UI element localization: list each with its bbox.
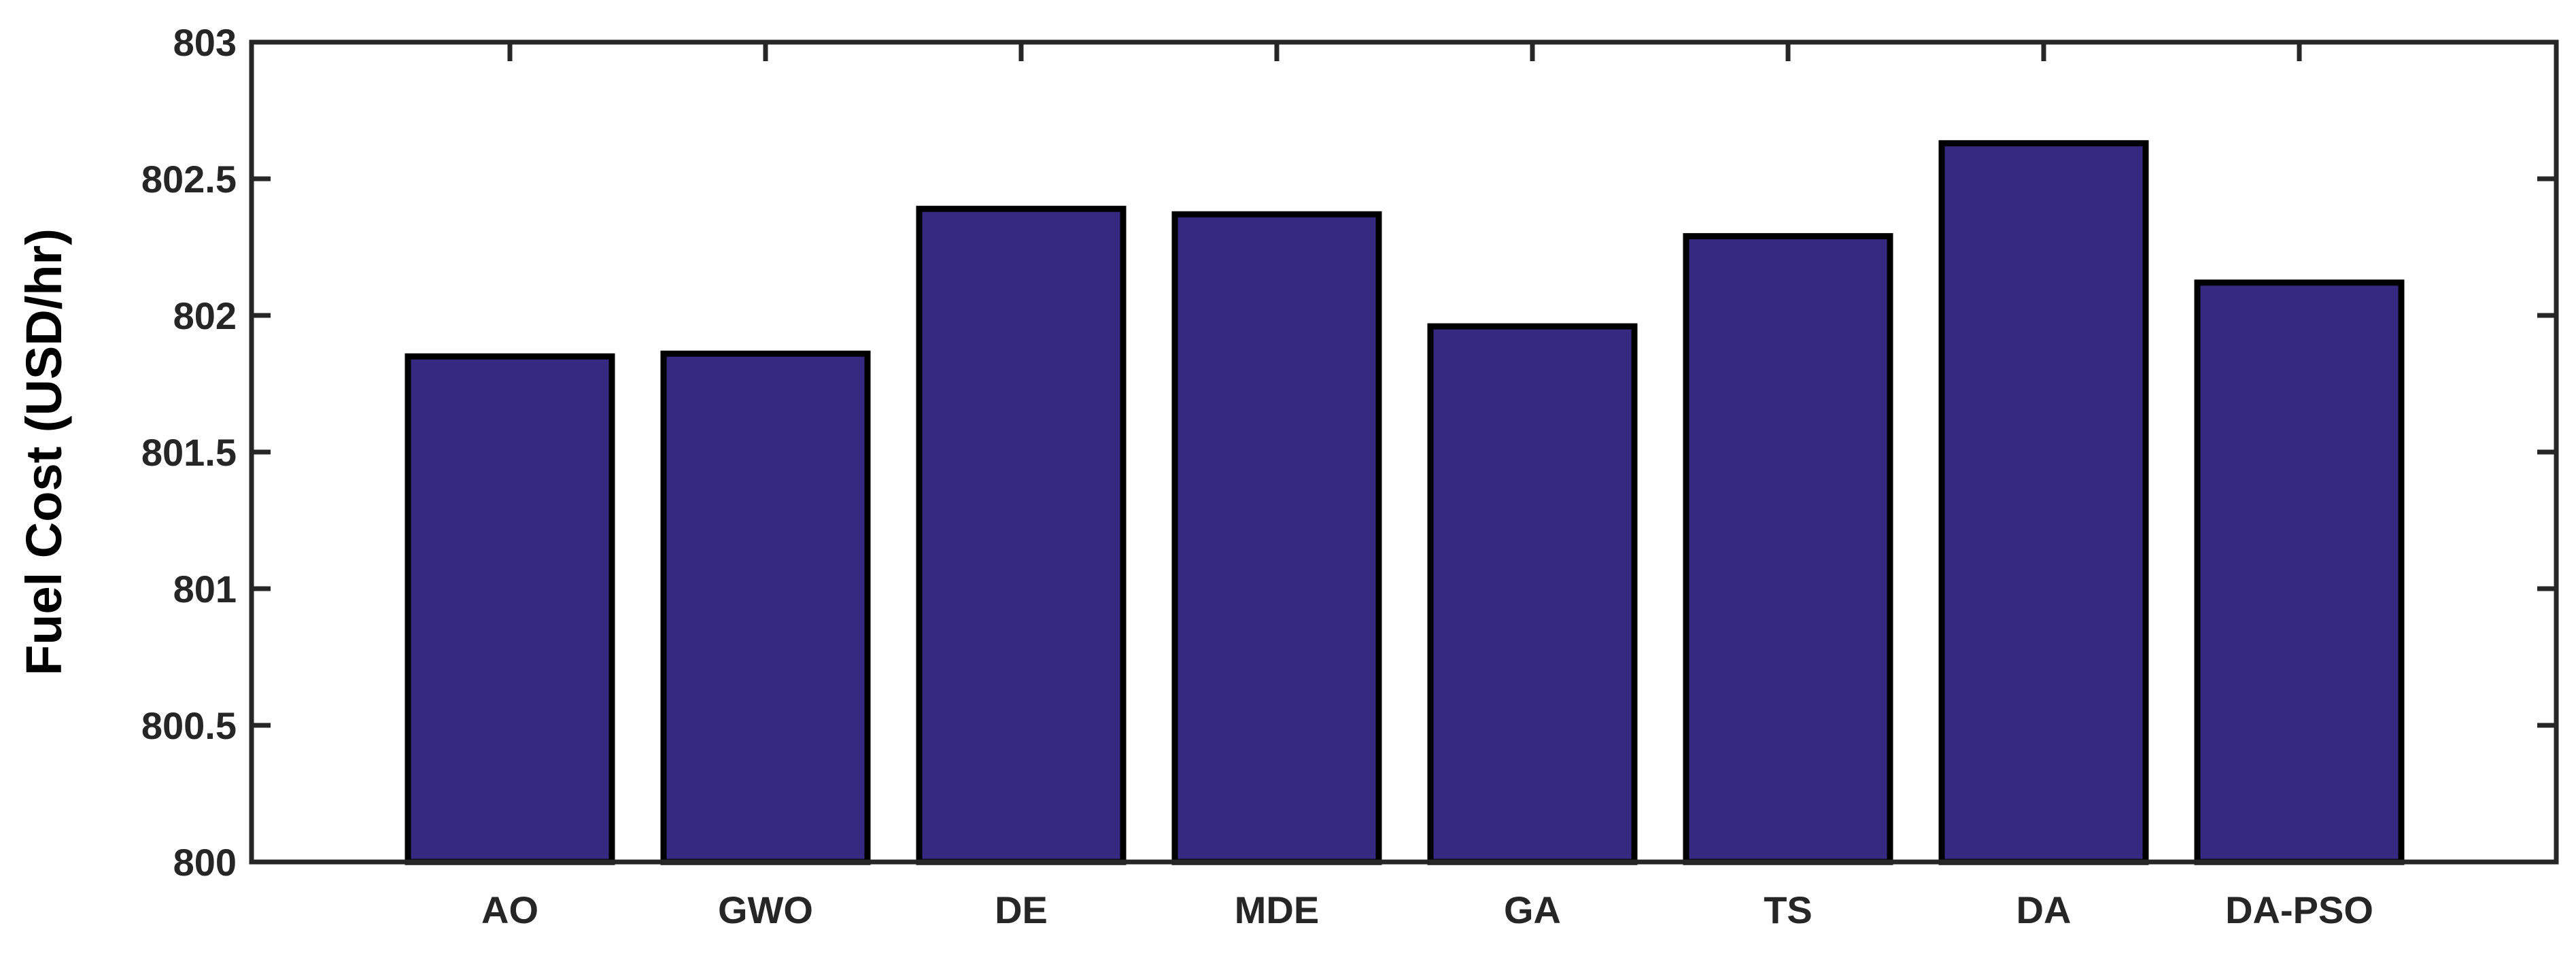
y-tick-label: 802 — [173, 294, 237, 337]
bar-ts — [1683, 232, 1893, 865]
bar-ao — [405, 353, 615, 865]
y-tick-label: 800 — [173, 841, 237, 884]
y-tick-label: 802.5 — [141, 158, 237, 201]
y-tick-label: 800.5 — [141, 704, 237, 747]
tick-label-group: AO GWO DE MDE GA TS DA DA-PSO 800 800.5 801 801.5 80… — [141, 21, 2373, 931]
bar-da — [1938, 140, 2149, 865]
x-tick-label: DA — [2016, 888, 2072, 931]
y-tick-label: 801.5 — [141, 431, 237, 474]
bar-ga — [1427, 323, 1638, 865]
x-tick-label: MDE — [1235, 888, 1319, 931]
y-tick-label: 803 — [173, 21, 237, 64]
x-tick-label: TS — [1764, 888, 1813, 931]
bar-de — [916, 205, 1127, 865]
bar-mde — [1171, 211, 1382, 865]
bar-gwo — [660, 350, 871, 865]
bar-da-pso — [2194, 279, 2405, 865]
x-tick-label: DA-PSO — [2225, 888, 2373, 931]
x-tick-label: GWO — [718, 888, 813, 931]
bar-group — [405, 140, 2405, 865]
y-tick-label: 801 — [173, 568, 237, 610]
x-tick-label: DE — [995, 888, 1048, 931]
tick-group — [252, 39, 2556, 865]
x-tick-label: AO — [481, 888, 538, 931]
y-axis-label: Fuel Cost (USD/hr) — [16, 228, 72, 676]
x-tick-label: GA — [1504, 888, 1561, 931]
